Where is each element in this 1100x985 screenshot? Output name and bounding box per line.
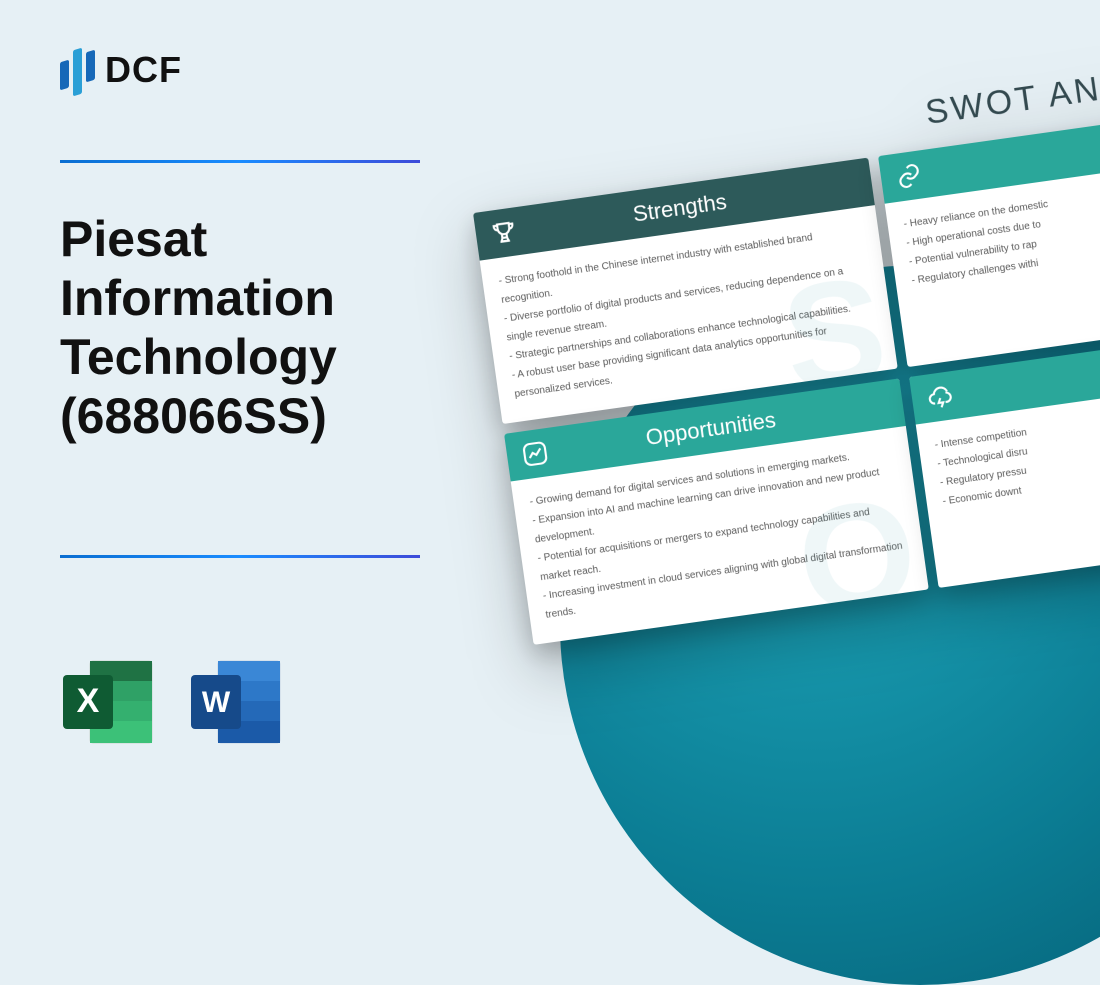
swot-card-title-weaknesses: [935, 126, 1100, 172]
cloud-lightning-icon: [924, 381, 956, 413]
link-icon: [893, 160, 925, 192]
divider-top: [60, 160, 420, 163]
page-container: DCF Piesat Information Technology (68806…: [0, 0, 1100, 805]
page-title: Piesat Information Technology (688066SS): [60, 210, 480, 446]
brand-logo: DCF: [60, 45, 182, 95]
word-letter: W: [202, 686, 231, 719]
divider-bottom: [60, 555, 420, 558]
brand-logo-text: DCF: [105, 49, 182, 91]
brand-logo-mark: [60, 45, 95, 95]
swot-card-strengths: S Strengths - Strong foothold in the Chi…: [473, 158, 898, 424]
swot-analysis-graphic: SWOT ANALYSIS S Strengths: [459, 45, 1100, 651]
excel-icon: X: [60, 655, 160, 750]
trophy-icon: [488, 217, 520, 249]
growth-icon: [519, 438, 551, 470]
file-icons-row: X W: [60, 655, 288, 750]
word-icon: W: [188, 655, 288, 750]
excel-letter: X: [77, 682, 100, 720]
swot-card-weaknesses: - Heavy reliance on the domestic - High …: [878, 101, 1100, 367]
